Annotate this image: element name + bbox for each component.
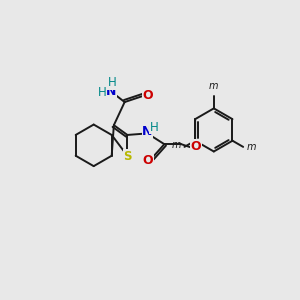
Text: H: H [108,76,117,89]
Text: m: m [172,140,182,150]
Text: m: m [209,81,219,92]
Text: N: N [142,125,153,138]
Text: O: O [190,140,201,153]
Text: O: O [143,154,154,167]
Text: S: S [123,150,132,163]
Text: m: m [246,142,256,152]
Text: N: N [106,85,116,98]
Text: H: H [98,85,107,99]
Text: O: O [142,89,153,102]
Text: H: H [150,121,159,134]
